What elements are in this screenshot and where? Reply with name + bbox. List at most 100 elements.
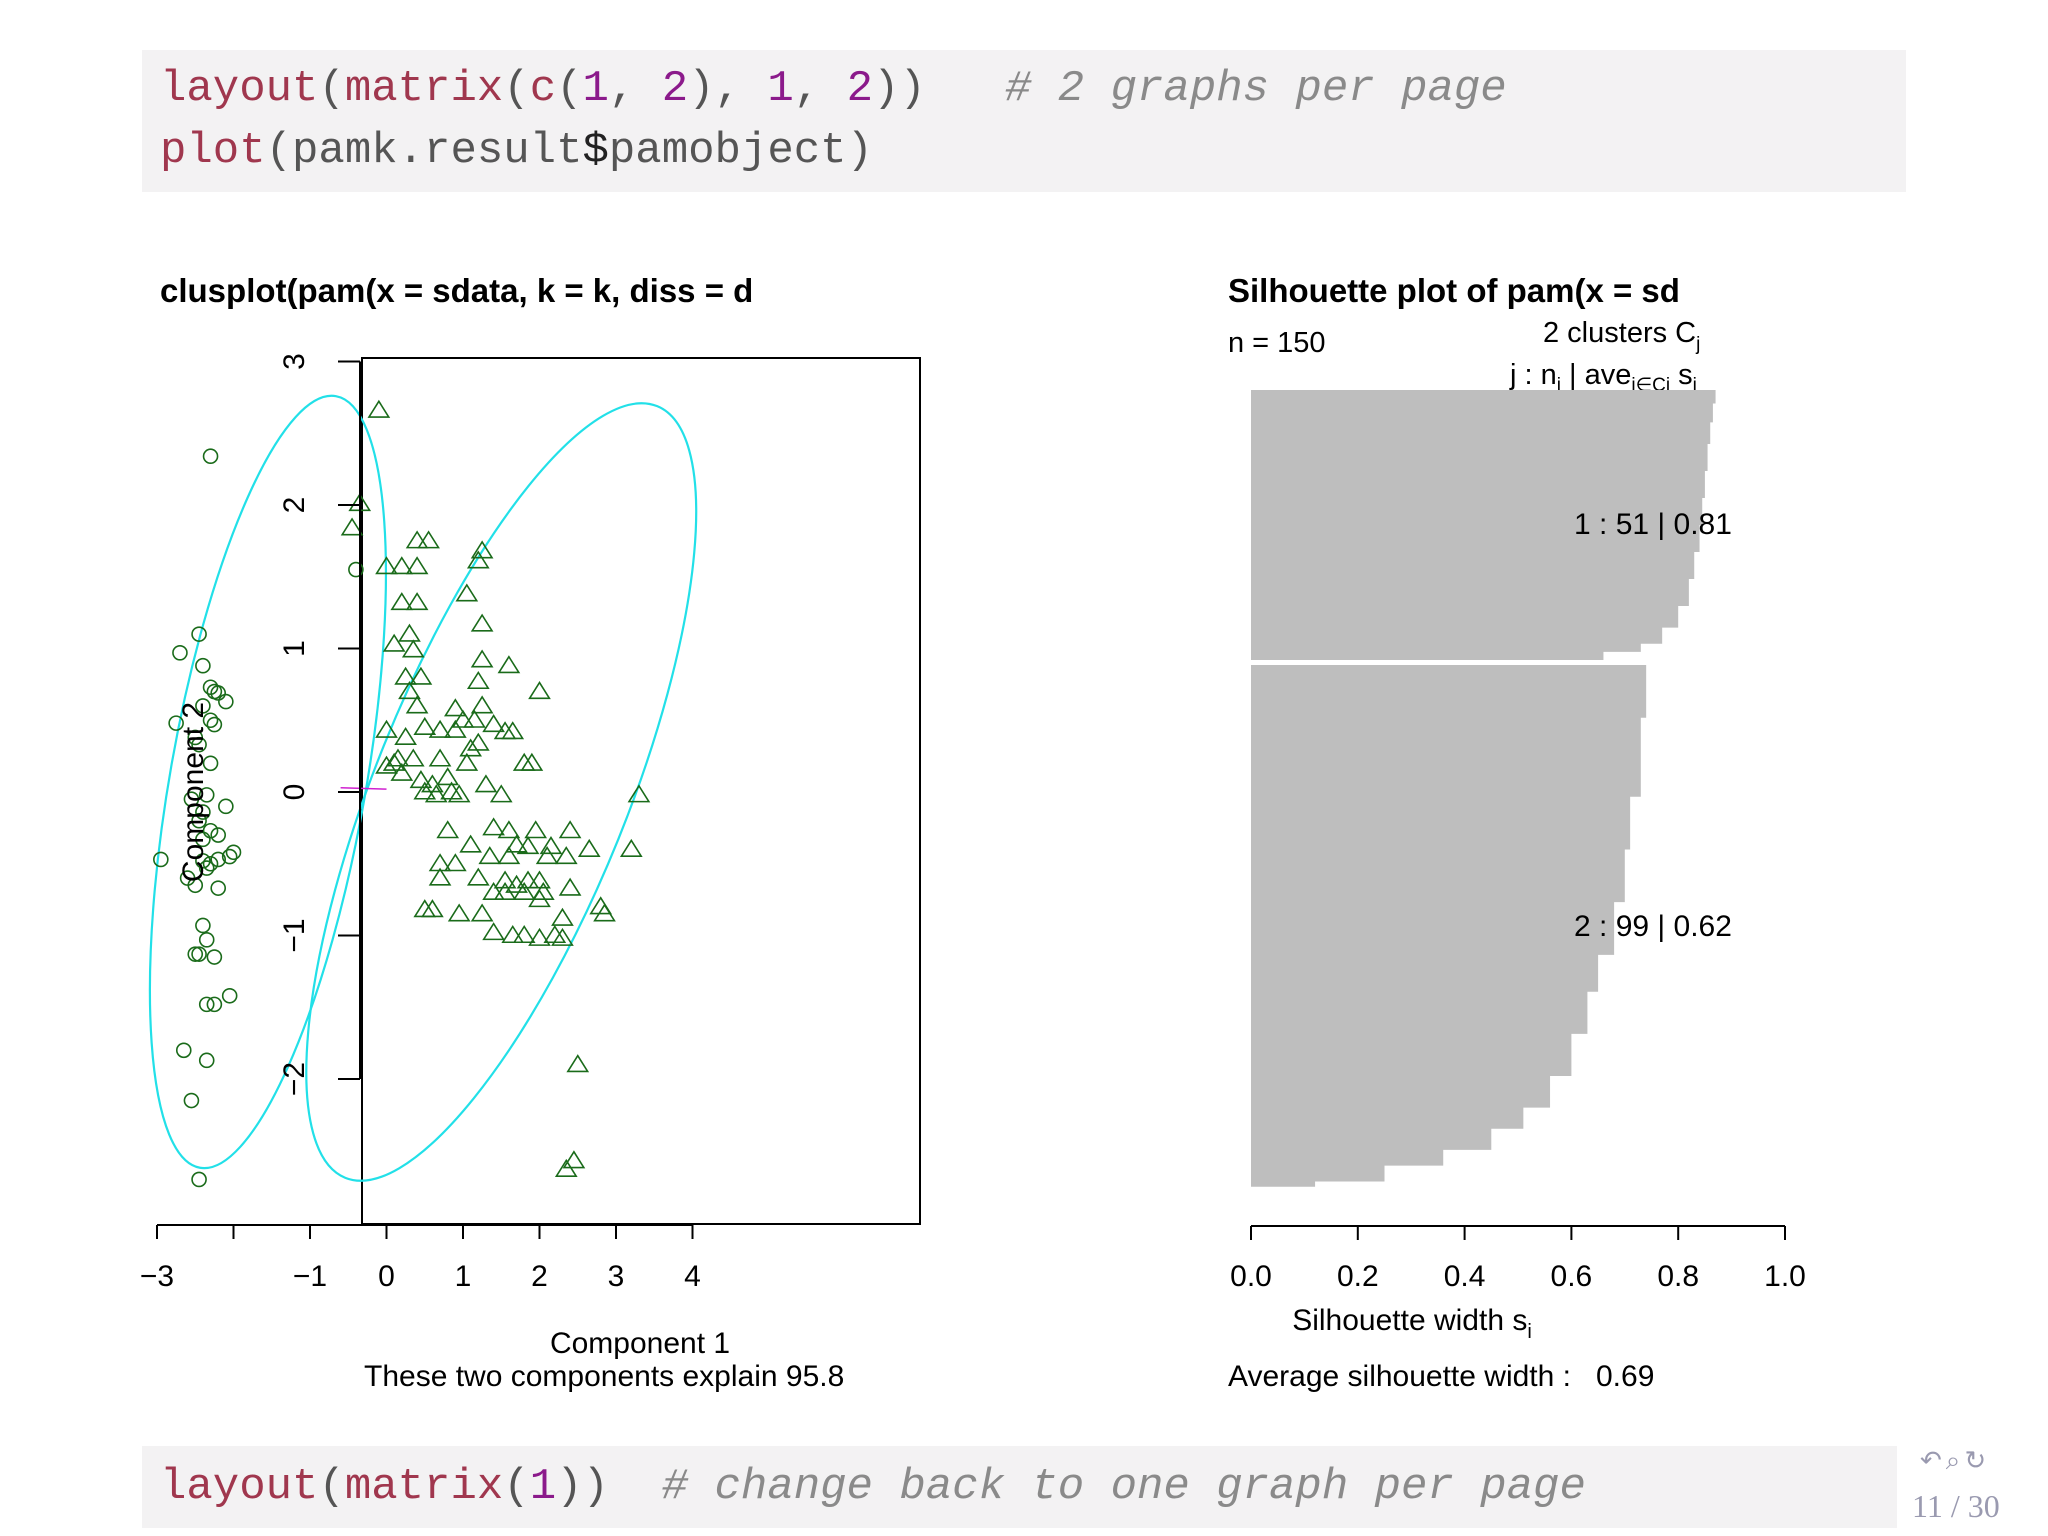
code-punct: ( — [318, 64, 345, 114]
triangle-point — [382, 752, 406, 771]
code-punct: ( — [503, 1462, 530, 1512]
triangle-point — [558, 877, 582, 896]
y-tick-label: −2 — [278, 1062, 311, 1096]
triangle-point — [466, 671, 490, 690]
circle-point — [183, 791, 200, 807]
circle-point — [202, 822, 219, 839]
code-punct: )) — [556, 1462, 609, 1512]
circle-point — [187, 877, 204, 894]
triangle-point — [413, 899, 437, 918]
navigation-icons[interactable]: ↶⌕↻ — [1920, 1446, 1991, 1476]
triangle-point — [474, 774, 498, 793]
cluster-ellipse — [148, 394, 388, 1170]
triangle-point — [554, 1158, 578, 1177]
circle-point — [210, 827, 226, 843]
triangle-point — [512, 924, 536, 944]
average-silhouette-width: Average silhouette width : 0.69 — [1228, 1360, 1654, 1393]
circle-point — [195, 804, 211, 820]
silhouette-x-tick-label: 0.6 — [1551, 1260, 1593, 1293]
triangle-point — [409, 666, 433, 685]
code-line-layout-reset: layout(matrix(1)) # change back to one g… — [160, 1462, 1586, 1512]
code-number: 1 — [582, 64, 609, 114]
triangle-point — [505, 874, 528, 893]
cluster-ellipses — [148, 394, 698, 1182]
triangle-point — [482, 922, 505, 941]
silhouette-title: Silhouette plot of pam(x = sd — [1228, 272, 1680, 309]
triangle-point — [436, 767, 460, 786]
silhouette-clusters-header: 2 clusters Cj — [1543, 317, 1700, 355]
triangle-point — [466, 732, 490, 751]
code-punct: )) — [872, 64, 926, 114]
code-punct: pamobject) — [608, 126, 873, 176]
cluster-link-line — [340, 786, 387, 790]
clusplot-subtitle: These two components explain 95.8 — [364, 1360, 844, 1393]
code-punct: ( — [503, 64, 530, 114]
triangle-point — [505, 834, 528, 853]
triangle-point — [459, 834, 482, 853]
triangle-point — [447, 784, 471, 803]
circle-point — [202, 712, 219, 729]
triangle-point — [627, 784, 651, 803]
y-tick-label: 0 — [278, 784, 311, 801]
triangle-point — [516, 836, 540, 855]
triangle-point — [493, 881, 517, 901]
triangle-point — [501, 721, 525, 740]
triangle-point — [424, 784, 448, 803]
circle-point — [206, 949, 223, 965]
x-axis: −3 −1 0 1 2 3 4 — [140, 1224, 701, 1293]
code-punct: ( — [318, 1462, 345, 1512]
triangle-point — [482, 881, 505, 901]
x-tick-label: 4 — [684, 1260, 701, 1293]
circle-point — [210, 685, 226, 701]
code-block-bottom: layout(matrix(1)) # change back to one g… — [142, 1446, 1897, 1528]
triangle-point — [528, 927, 551, 946]
circle-point — [153, 851, 169, 868]
triangle-point — [463, 709, 486, 728]
code-block-top: layout(matrix(c(1, 2), 1, 2)) # 2 graphs… — [142, 50, 1906, 192]
triangle-point — [524, 820, 548, 839]
circle-point — [218, 798, 234, 815]
triangle-point — [489, 784, 513, 803]
triangle-point — [497, 655, 521, 674]
circle-point — [187, 946, 204, 962]
triangle-point — [619, 838, 643, 857]
code-fn: layout — [160, 1462, 319, 1512]
circle-point — [206, 996, 223, 1013]
y-tick-label: 1 — [278, 640, 311, 657]
triangle-point — [428, 719, 452, 738]
triangle-point — [455, 583, 479, 602]
triangle-point — [413, 781, 437, 800]
page-number: 11 / 30 — [1912, 1488, 2000, 1524]
circle-point — [218, 693, 234, 710]
triangle-point — [367, 399, 391, 418]
circle-point — [202, 448, 219, 465]
cluster-ellipse — [305, 402, 698, 1182]
circle-point — [175, 1042, 192, 1059]
silhouette-cluster-label: 1 : 51 | 0.81 — [1574, 508, 1732, 541]
triangle-point — [440, 781, 463, 800]
triangle-point — [535, 846, 559, 865]
code-fn: layout — [160, 64, 319, 114]
triangle-point — [551, 907, 574, 926]
triangle-point — [497, 846, 521, 865]
triangle-point — [470, 695, 494, 714]
circle-point — [202, 755, 219, 772]
triangle-point — [470, 649, 494, 668]
code-dollar: $ — [582, 126, 609, 176]
triangle-point — [444, 719, 467, 738]
triangle-point — [528, 870, 551, 889]
triangle-point — [554, 846, 578, 865]
triangle-point — [478, 846, 502, 865]
triangle-point — [455, 752, 479, 771]
code-fn: c — [529, 64, 557, 114]
circle-point — [348, 561, 364, 578]
code-fn: plot — [160, 126, 266, 176]
circle-point — [225, 844, 242, 861]
triangle-point — [543, 924, 567, 944]
silhouette-x-axis-label: Silhouette width si — [1292, 1304, 1532, 1343]
code-punct: , — [608, 64, 662, 114]
code-punct: ), — [688, 64, 768, 114]
circle-point — [195, 853, 211, 869]
triangle-point — [466, 867, 490, 886]
